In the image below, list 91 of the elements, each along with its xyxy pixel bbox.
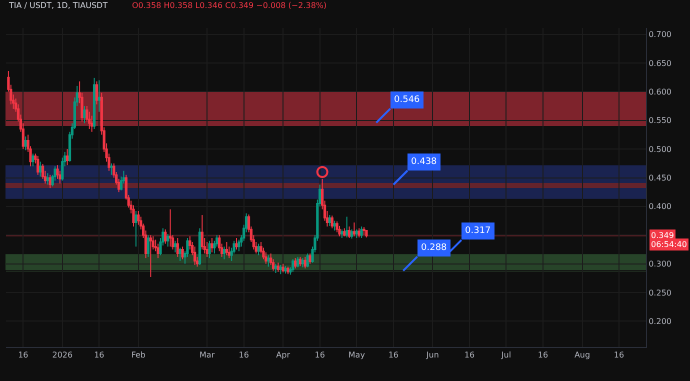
x-tick-label: 16 — [538, 350, 548, 360]
y-tick-label: 0.400 — [648, 202, 672, 212]
candlestick — [41, 163, 44, 180]
y-tick-label: 0.250 — [648, 288, 672, 298]
chart-title: TIA / USDT, 1D, TIAUSDT — [8, 1, 108, 10]
annotation: 0.546 — [394, 95, 420, 105]
text: 06:54:40 — [651, 240, 687, 249]
candlestick — [298, 256, 302, 267]
candlestick — [48, 174, 52, 189]
candlestick — [83, 106, 86, 124]
candlestick — [181, 246, 184, 260]
candlestick — [294, 258, 297, 269]
candlestick — [292, 258, 294, 272]
x-tick-label: Jun — [425, 350, 439, 360]
x-tick-label: Jul — [500, 350, 512, 360]
candlestick — [360, 226, 363, 238]
candlestick — [304, 256, 306, 269]
candlestick — [166, 233, 170, 248]
candlestick — [279, 264, 282, 275]
candlestick — [193, 246, 196, 266]
candlestick — [264, 252, 268, 264]
candlestick — [132, 204, 135, 228]
candlestick — [330, 215, 334, 229]
x-tick-label: 16 — [464, 350, 475, 360]
candlestick — [176, 237, 179, 258]
candlestick — [267, 254, 270, 268]
chart-subtitle: O0.358 H0.358 L0.346 C0.349 −0.008 (−2.38%) — [132, 1, 327, 10]
annotation: 0.288 — [421, 243, 448, 253]
x-tick-label: 16 — [614, 350, 624, 360]
candlestick — [333, 220, 336, 232]
candlestick — [66, 148, 69, 166]
candlestick — [238, 239, 240, 252]
annotation: 0.317 — [465, 226, 491, 236]
x-tick-label: Aug — [574, 350, 590, 360]
candlestick — [146, 234, 150, 258]
x-tick-label: Mar — [200, 350, 216, 360]
candlestick — [149, 234, 152, 278]
candlestick — [208, 240, 211, 259]
candlestick — [98, 80, 100, 112]
x-tick-label: 16 — [388, 350, 399, 360]
candlestick — [95, 80, 98, 105]
x-tick-label: 16 — [94, 350, 104, 360]
candlestick — [164, 228, 167, 244]
y-tick-label: 0.700 — [648, 30, 672, 40]
candlestick — [156, 243, 160, 259]
candlestick — [46, 172, 49, 186]
y-tick-label: 0.600 — [648, 87, 672, 96]
candlestick — [168, 208, 172, 248]
candlestick — [90, 115, 94, 132]
y-tick-label: 0.200 — [648, 316, 672, 326]
x-tick-label: 16 — [18, 350, 28, 360]
y-tick-label: 0.550 — [648, 116, 672, 126]
annotation: 0.438 — [411, 157, 438, 167]
candlestick — [200, 214, 204, 250]
candlestick — [348, 226, 351, 238]
candlestick — [328, 214, 331, 226]
candlestick — [24, 136, 27, 151]
candlestick — [274, 263, 278, 274]
candlestick — [338, 225, 341, 237]
candlestick — [137, 210, 140, 226]
y-tick-label: 0.300 — [648, 260, 672, 269]
candlestick — [222, 246, 226, 260]
candlestick — [225, 242, 228, 256]
candlestick — [308, 252, 312, 264]
x-tick-label: 16 — [314, 350, 325, 360]
x-tick-label: 16 — [238, 350, 249, 360]
candlestick — [39, 161, 42, 178]
candlestick — [56, 164, 59, 180]
x-tick-label: Feb — [131, 350, 146, 360]
y-tick-label: 0.500 — [648, 144, 672, 154]
candlestick — [210, 237, 214, 253]
candlestick — [174, 240, 177, 253]
candlestick — [346, 216, 348, 238]
y-tick-label: 0.650 — [648, 58, 672, 68]
candlestick — [134, 210, 138, 248]
y-tick-label: 0.450 — [648, 174, 672, 183]
candlestick — [228, 246, 230, 259]
ref-line-label: 0.349 — [651, 231, 674, 240]
candlestick — [352, 222, 356, 237]
candlestick — [32, 153, 34, 167]
candlestick — [301, 258, 304, 268]
candlestick — [235, 237, 238, 250]
candlestick — [296, 256, 300, 268]
x-tick-label: Apr — [276, 350, 291, 360]
candlestick — [110, 162, 113, 176]
candlestick — [336, 220, 338, 233]
x-tick-label: May — [348, 350, 366, 360]
x-tick-label: 2026 — [52, 350, 73, 360]
candlestick — [276, 262, 280, 272]
candlestick — [36, 155, 40, 176]
candlestick — [350, 228, 354, 240]
